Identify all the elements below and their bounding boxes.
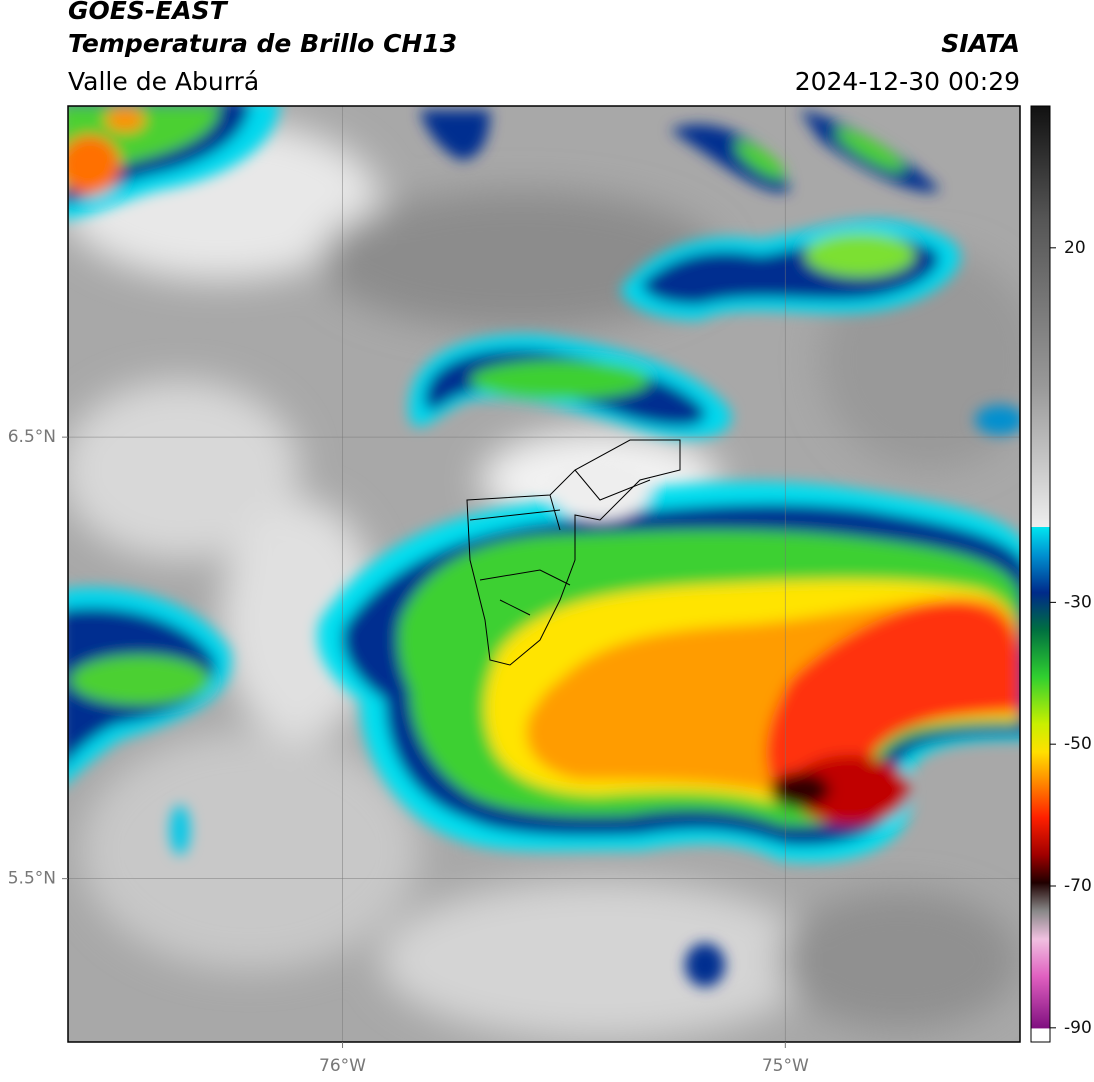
colorbar-tick-label: 20 <box>1064 238 1086 258</box>
map-frame <box>67 105 1021 1043</box>
satellite-image <box>68 106 1020 1042</box>
product-title: Temperatura de Brillo CH13 <box>68 29 457 58</box>
colorbar-tick-label: -50 <box>1064 734 1092 754</box>
datetime: 2024-12-30 00:29 <box>795 67 1020 96</box>
lat-tick-label: 6.5°N <box>8 427 56 447</box>
lon-tick-label: 75°W <box>762 1056 809 1076</box>
graticule <box>68 106 1020 1042</box>
colorbar <box>1030 105 1051 1043</box>
colorbar-tick-label: -30 <box>1064 592 1092 612</box>
lon-tick-label: 76°W <box>319 1056 366 1076</box>
colorbar-tick-label: -70 <box>1064 876 1092 896</box>
colorbar-tick-label: -90 <box>1064 1018 1092 1038</box>
region: Valle de Aburrá <box>68 67 259 96</box>
satellite-title: GOES-EAST <box>68 0 229 25</box>
lat-tick-label: 5.5°N <box>8 869 56 889</box>
institution: SIATA <box>941 29 1020 58</box>
